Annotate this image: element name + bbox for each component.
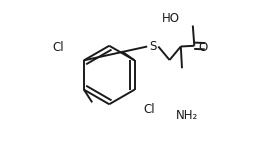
- Text: S: S: [149, 40, 156, 53]
- Text: HO: HO: [162, 12, 180, 24]
- Text: Cl: Cl: [143, 103, 155, 116]
- Text: O: O: [198, 42, 208, 54]
- Text: Cl: Cl: [53, 42, 64, 54]
- Text: NH₂: NH₂: [176, 109, 198, 122]
